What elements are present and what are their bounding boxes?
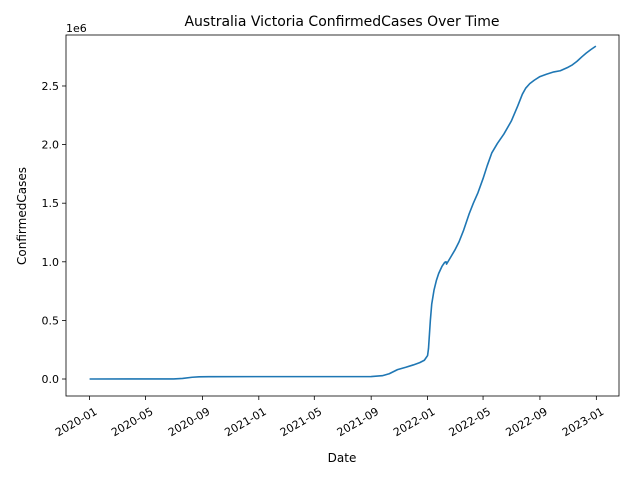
y-tick-label: 1.5 xyxy=(42,197,60,210)
y-tick-label: 0.5 xyxy=(42,314,60,327)
y-tick-label: 2.5 xyxy=(42,80,60,93)
chart-title: Australia Victoria ConfirmedCases Over T… xyxy=(184,14,499,30)
x-axis-label: Date xyxy=(328,451,357,465)
y-tick-label: 1.0 xyxy=(42,256,60,269)
y-tick-label: 2.0 xyxy=(42,139,60,152)
y-offset-label: 1e6 xyxy=(66,22,87,35)
axes-frame xyxy=(65,34,620,397)
y-tick-label: 0.0 xyxy=(42,373,60,386)
y-axis-label: ConfirmedCases xyxy=(15,167,29,265)
plot-area xyxy=(89,45,597,380)
y-axis: 0.0 0.5 1.0 1.5 2.0 2.5 xyxy=(42,80,66,386)
series-line xyxy=(89,45,597,380)
